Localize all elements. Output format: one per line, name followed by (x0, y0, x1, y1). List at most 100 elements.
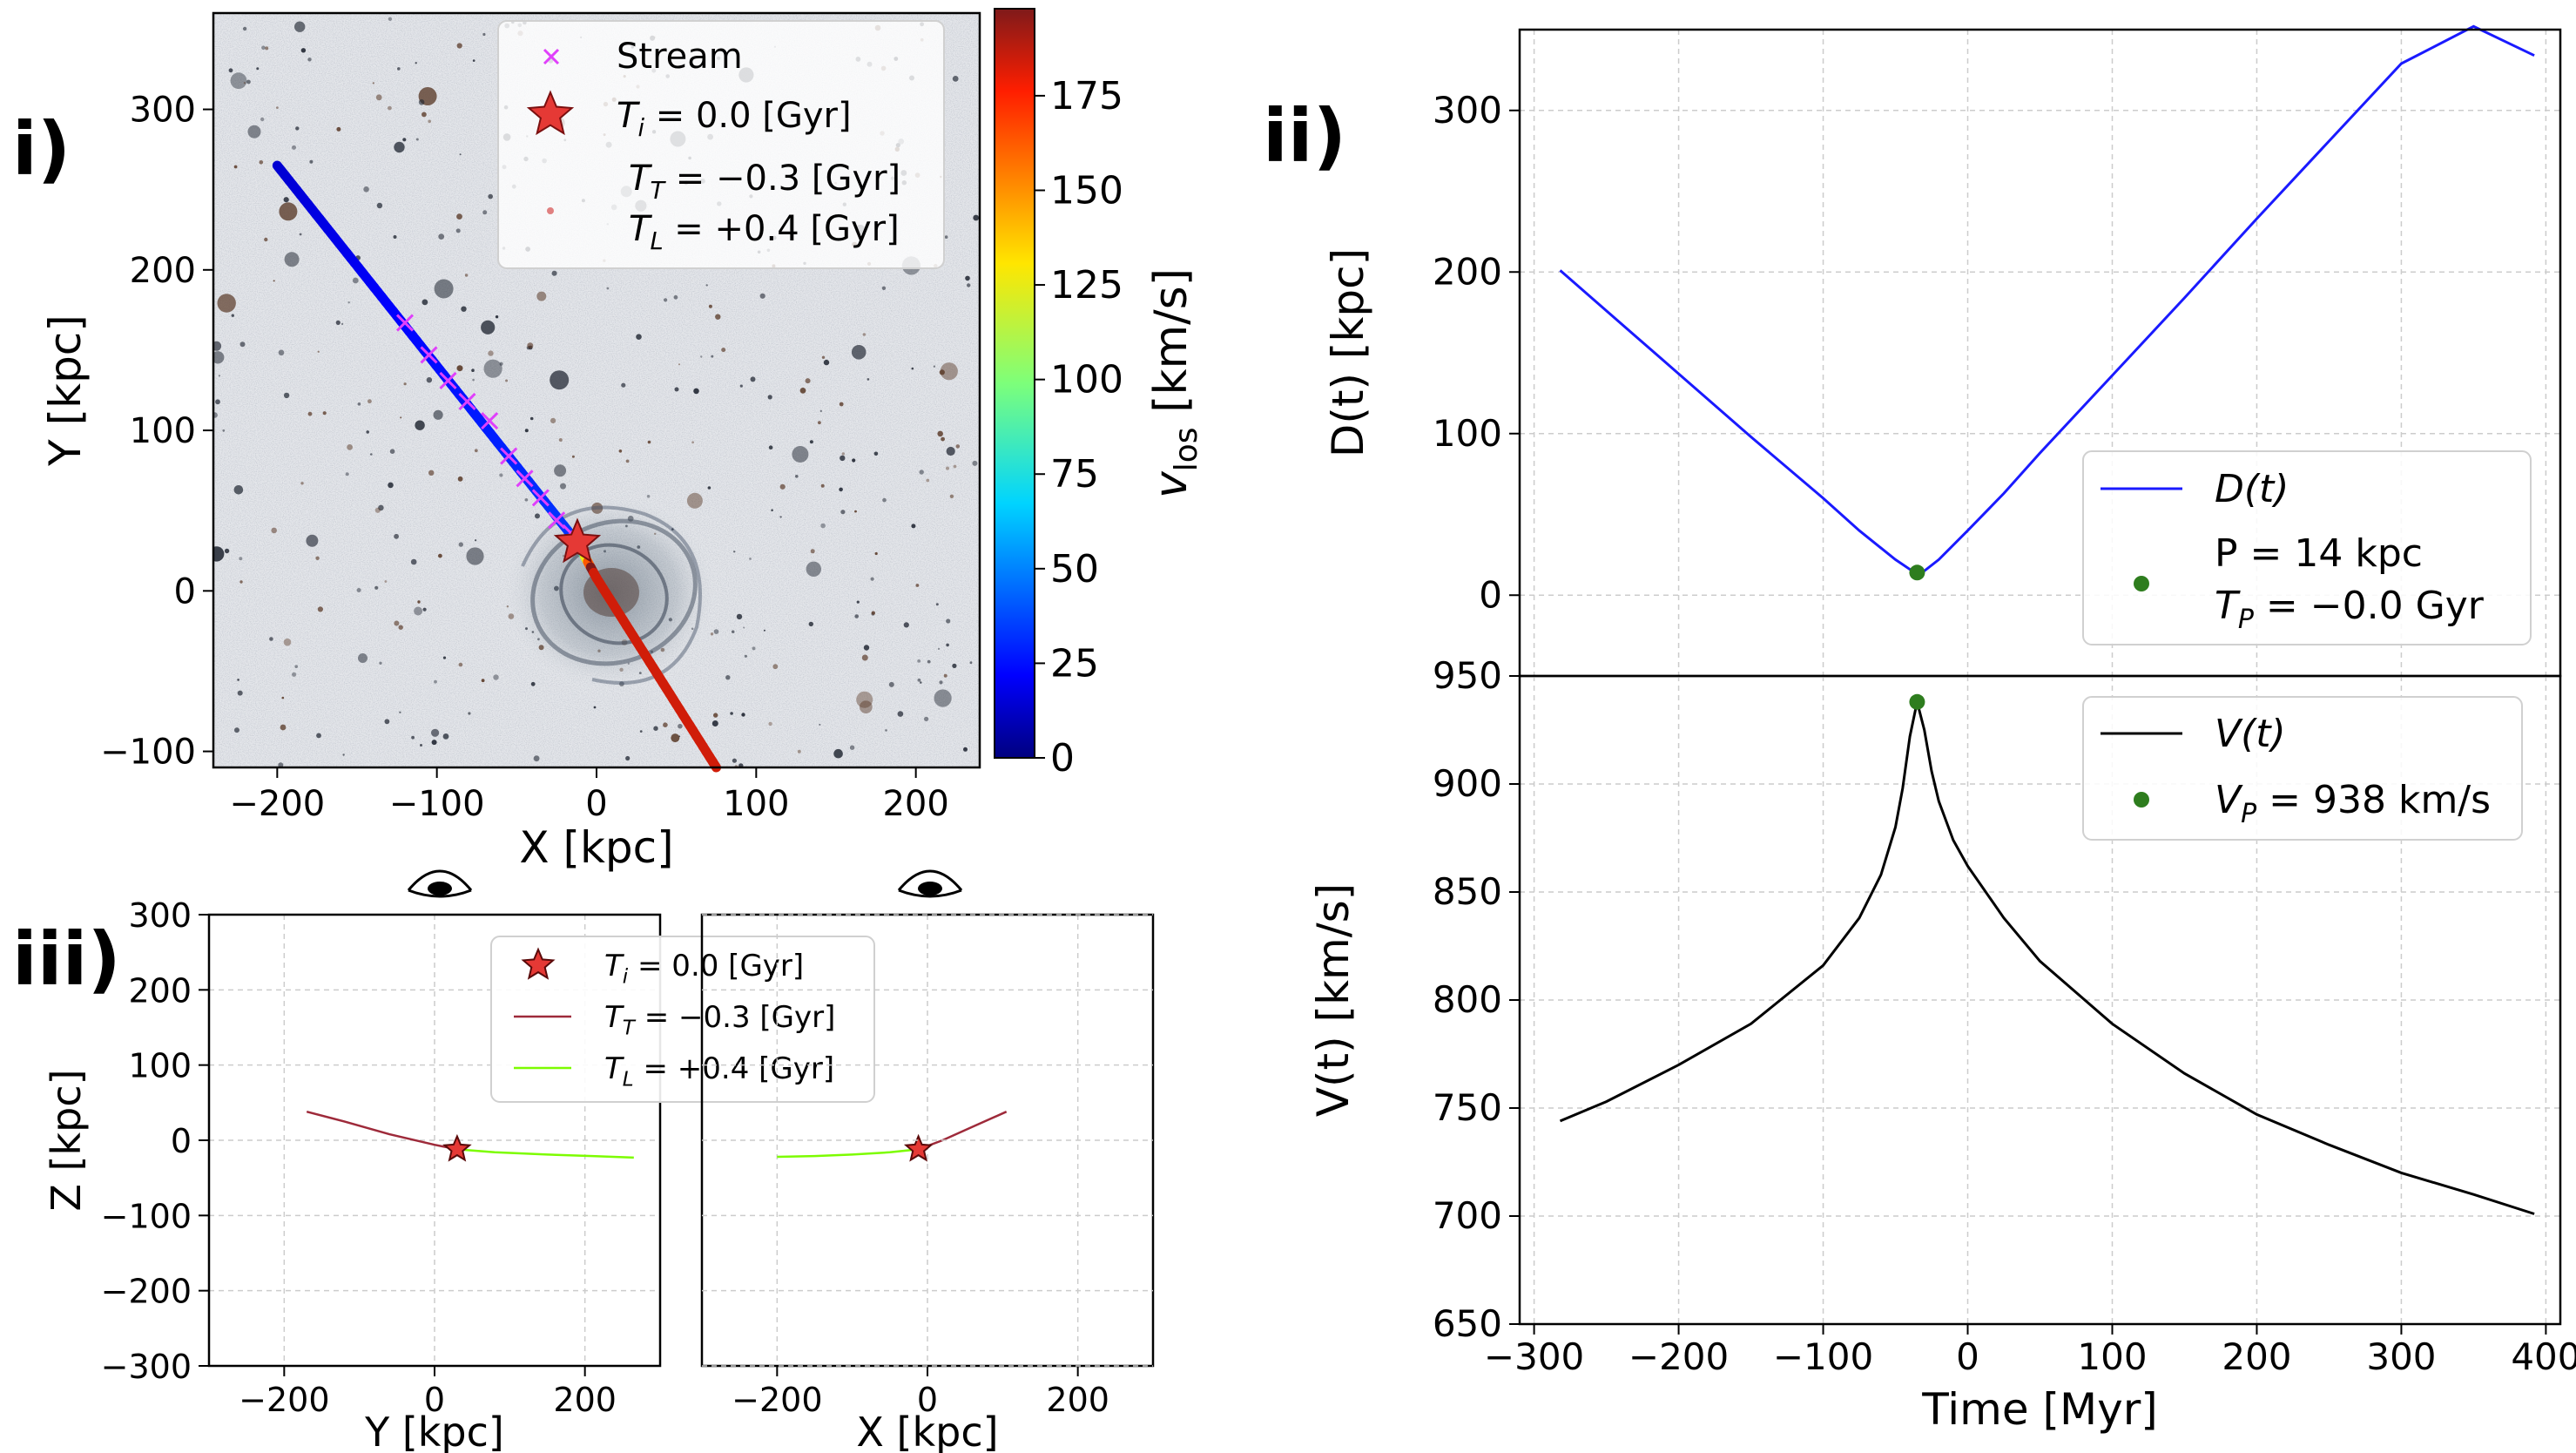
colorbar-label: vlos [km/s] (1145, 268, 1204, 498)
background-star (415, 420, 425, 430)
background-star (284, 252, 300, 267)
y-tick-label: 900 (1433, 762, 1502, 805)
eye-icon (407, 869, 473, 898)
x-tick-label: 200 (882, 784, 948, 824)
progenitor-star (442, 1133, 472, 1162)
stream-marker-stroke (531, 489, 550, 507)
background-star (215, 399, 220, 405)
progenitor-star (903, 1133, 934, 1162)
background-star (246, 79, 251, 84)
background-star (276, 106, 279, 109)
stream-marker-stroke (548, 511, 566, 530)
background-star (483, 359, 502, 378)
background-star (222, 429, 226, 432)
colorbar-tick-label: 75 (1050, 452, 1099, 497)
background-star (911, 367, 914, 370)
y-tick-label: 200 (1433, 250, 1502, 293)
background-star (493, 674, 499, 680)
series-line-trailing (918, 1111, 1008, 1151)
background-star (952, 663, 957, 669)
background-star (529, 416, 534, 421)
background-star (524, 429, 529, 433)
background-star (733, 551, 736, 553)
x-tick-label: −200 (1629, 1335, 1729, 1378)
background-star (972, 460, 978, 466)
eye-icon (897, 869, 963, 898)
background-star (239, 580, 243, 584)
background-star (366, 430, 370, 434)
legend-marker-dot (2134, 576, 2149, 591)
background-star (943, 673, 947, 678)
label-rest: = −0.0 Gyr (2254, 584, 2485, 628)
legend-label: TL = +0.4 [Gyr] (629, 209, 900, 255)
background-star (370, 453, 373, 456)
legend-box (2082, 696, 2523, 841)
background-star (917, 678, 921, 682)
label-sub: i (637, 115, 644, 142)
background-star (821, 355, 826, 359)
background-star (708, 304, 712, 308)
background-star (944, 235, 948, 239)
pericentre-point (1909, 564, 1925, 581)
background-star (873, 451, 879, 456)
background-star (357, 402, 361, 406)
background-star (299, 233, 302, 236)
background-star (752, 646, 756, 651)
y-tick-label: −300 (101, 1348, 192, 1386)
background-star (749, 558, 752, 560)
background-star (237, 690, 243, 696)
background-star (768, 721, 772, 726)
y-tick-label: 300 (130, 91, 196, 131)
background-star (647, 440, 651, 444)
background-star (674, 387, 679, 392)
background-star (230, 72, 247, 90)
background-star (389, 449, 395, 454)
background-star (952, 76, 959, 82)
label-main: T (604, 949, 624, 983)
background-star (935, 603, 939, 606)
x-tick-label: 0 (1956, 1335, 1979, 1378)
background-star (420, 744, 422, 747)
x-tick-label: 400 (2511, 1335, 2576, 1378)
series-line-trailing (306, 1110, 458, 1151)
background-star (903, 622, 909, 628)
background-star (347, 444, 353, 450)
background-star (461, 306, 467, 312)
background-star (664, 298, 668, 302)
background-star (307, 411, 313, 416)
background-star (505, 379, 509, 382)
background-star (265, 46, 269, 51)
background-star (933, 365, 936, 368)
background-star (341, 322, 344, 326)
background-star (472, 378, 475, 382)
series-line-leading (777, 1148, 919, 1159)
background-star (415, 62, 417, 64)
background-star (920, 681, 922, 684)
background-star (228, 68, 233, 73)
label-rest: = 0.0 [Gyr] (644, 96, 852, 136)
stream-marker (395, 314, 415, 332)
background-star (732, 758, 738, 763)
background-star (636, 334, 642, 341)
background-star (946, 618, 951, 624)
y-tick-label: 700 (1433, 1194, 1502, 1237)
background-star (322, 411, 327, 416)
legend: V(t) VP = 938 km/s (2082, 696, 2523, 841)
x-tick-label: −300 (1484, 1335, 1584, 1378)
background-star (261, 45, 266, 51)
background-star (732, 630, 735, 633)
background-star (750, 376, 756, 382)
background-star (955, 444, 961, 449)
background-star (292, 145, 296, 150)
background-star (859, 700, 873, 713)
colorbar-tick-label: 0 (1050, 736, 1075, 781)
background-star (243, 82, 246, 84)
legend-box (2082, 450, 2532, 645)
background-star (259, 160, 264, 165)
label-rest: = +0.4 [Gyr] (664, 209, 900, 249)
background-star (888, 681, 894, 687)
background-star (458, 542, 463, 547)
background-star (442, 656, 447, 659)
background-star (713, 629, 719, 634)
